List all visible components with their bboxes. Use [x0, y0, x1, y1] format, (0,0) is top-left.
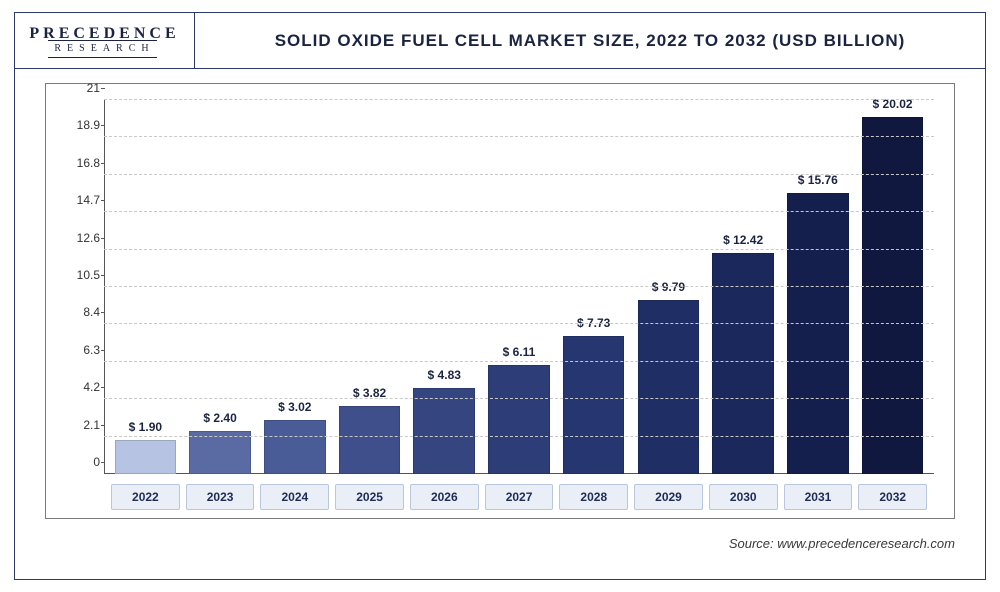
x-tick-label: 2023: [186, 484, 255, 510]
x-tick-label: 2032: [858, 484, 927, 510]
y-tick-label: 12.6: [60, 232, 100, 244]
bar: [413, 388, 475, 474]
source-text: Source: www.precedenceresearch.com: [729, 536, 955, 551]
y-tick-label: 2.1: [60, 419, 100, 431]
y-tick-label: 10.5: [60, 269, 100, 281]
plot-region: $ 1.90 $ 2.40 $ 3.02 $ 3.82 $ 4.83 $ 6.11 $ 7.…: [104, 100, 934, 474]
bar-value-label: $ 1.90: [129, 420, 162, 434]
bar: [339, 406, 401, 474]
bar-wrap: $ 15.76: [783, 100, 853, 474]
bar-wrap: $ 20.02: [858, 100, 928, 474]
bar-value-label: $ 15.76: [798, 173, 838, 187]
grid-line: [104, 323, 934, 324]
x-axis-labels: 2022202320242025202620272028202920302031…: [104, 484, 934, 510]
grid-line: [104, 286, 934, 287]
y-tick-label: 18.9: [60, 119, 100, 131]
bar-wrap: $ 3.82: [335, 100, 405, 474]
logo: PRECEDENCE RESEARCH: [15, 13, 195, 68]
bar: [115, 440, 177, 474]
bar-wrap: $ 9.79: [633, 100, 703, 474]
grid-line: [104, 174, 934, 175]
y-tick-label: 16.8: [60, 157, 100, 169]
x-tick-label: 2024: [260, 484, 329, 510]
bar: [787, 193, 849, 474]
x-tick-label: 2029: [634, 484, 703, 510]
y-tick-label: 21: [60, 82, 100, 94]
x-tick-label: 2022: [111, 484, 180, 510]
bar-value-label: $ 12.42: [723, 233, 763, 247]
bars-container: $ 1.90 $ 2.40 $ 3.02 $ 3.82 $ 4.83 $ 6.11 $ 7.…: [104, 100, 934, 474]
x-tick-label: 2026: [410, 484, 479, 510]
x-tick-label: 2025: [335, 484, 404, 510]
bar: [488, 365, 550, 474]
y-tick-label: 6.3: [60, 344, 100, 356]
bar: [638, 300, 700, 474]
y-tick-label: 4.2: [60, 381, 100, 393]
grid-line: [104, 398, 934, 399]
chart-title: SOLID OXIDE FUEL CELL MARKET SIZE, 2022 …: [195, 13, 985, 68]
grid-line: [104, 249, 934, 250]
bar: [264, 420, 326, 474]
x-tick-label: 2028: [559, 484, 628, 510]
bar-value-label: $ 2.40: [203, 411, 236, 425]
y-tick-label: 14.7: [60, 194, 100, 206]
chart-area: $ 1.90 $ 2.40 $ 3.02 $ 3.82 $ 4.83 $ 6.11 $ 7.…: [45, 83, 955, 519]
bar-value-label: $ 4.83: [428, 368, 461, 382]
bar: [862, 117, 924, 474]
y-tick-label: 8.4: [60, 306, 100, 318]
bar: [563, 336, 625, 474]
x-tick-label: 2027: [485, 484, 554, 510]
bar-wrap: $ 6.11: [484, 100, 554, 474]
grid-line: [104, 99, 934, 100]
bar-wrap: $ 2.40: [185, 100, 255, 474]
y-tick-label: 0: [60, 456, 100, 468]
grid-line: [104, 361, 934, 362]
bar-wrap: $ 7.73: [559, 100, 629, 474]
grid-line: [104, 136, 934, 137]
bar-wrap: $ 3.02: [260, 100, 330, 474]
header: PRECEDENCE RESEARCH SOLID OXIDE FUEL CEL…: [15, 13, 985, 69]
bar-wrap: $ 1.90: [110, 100, 180, 474]
bar-value-label: $ 3.02: [278, 400, 311, 414]
bar-value-label: $ 6.11: [503, 345, 536, 359]
x-tick-label: 2031: [784, 484, 853, 510]
x-tick-label: 2030: [709, 484, 778, 510]
bar-wrap: $ 12.42: [708, 100, 778, 474]
bar: [189, 431, 251, 474]
grid-line: [104, 436, 934, 437]
bar-wrap: $ 4.83: [409, 100, 479, 474]
grid-line: [104, 211, 934, 212]
chart-card: PRECEDENCE RESEARCH SOLID OXIDE FUEL CEL…: [14, 12, 986, 580]
logo-line2: RESEARCH: [54, 42, 154, 56]
